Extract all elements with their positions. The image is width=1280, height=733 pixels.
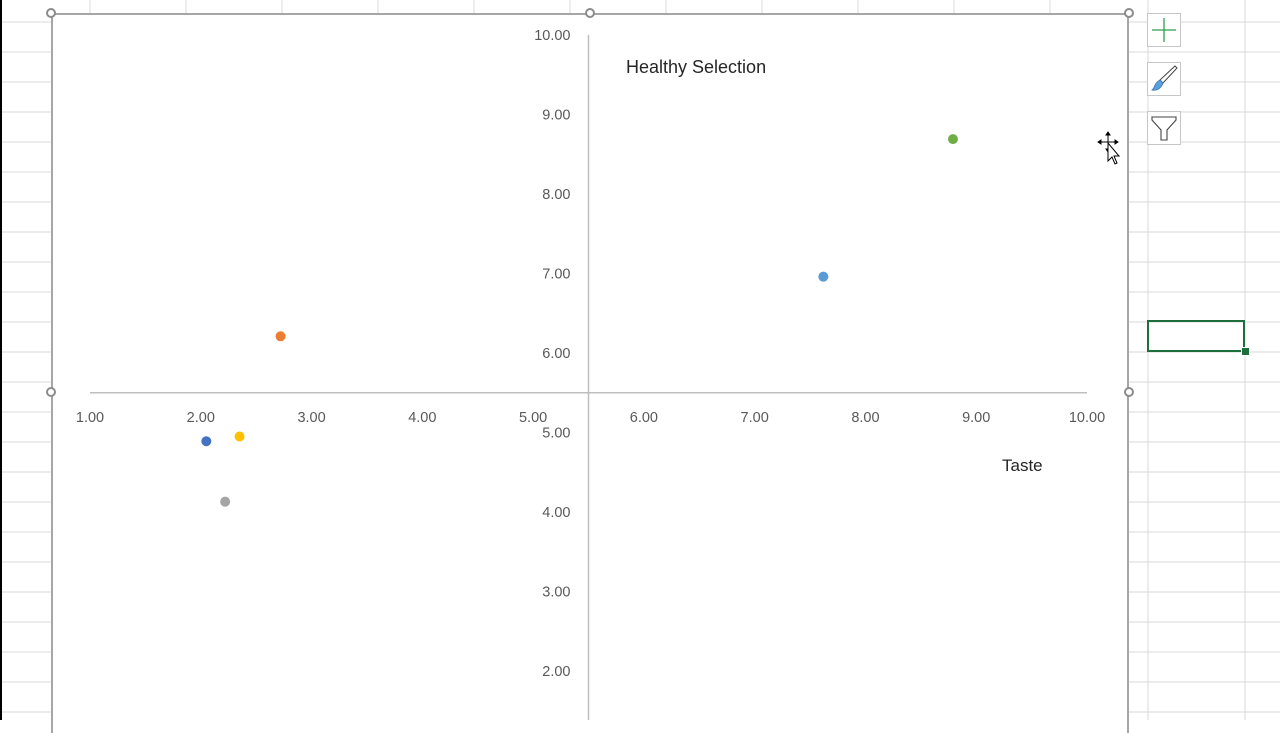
tick-labels: 1.00 2.00 3.00 4.00 5.00 6.00 7.00 8.00 9.00 10.0… (76, 28, 1105, 680)
x-tick-label: 5.00 (519, 410, 547, 426)
chart-elements-button[interactable] (1147, 13, 1181, 47)
selected-cell[interactable] (1147, 320, 1245, 352)
y-tick-label: 7.00 (542, 267, 570, 283)
paintbrush-icon (1151, 65, 1178, 91)
x-tick-label: 9.00 (962, 410, 990, 426)
y-tick-label: 2.00 (542, 664, 570, 680)
window-edge (0, 0, 2, 720)
data-point[interactable] (220, 496, 231, 507)
resize-handle-top-right[interactable] (1124, 8, 1134, 18)
x-tick-label: 8.00 (851, 410, 879, 426)
data-point[interactable] (947, 134, 958, 145)
resize-handle-left[interactable] (46, 387, 56, 397)
data-points[interactable] (201, 134, 958, 507)
y-tick-label: 5.00 (542, 426, 570, 442)
resize-handle-top-left[interactable] (46, 8, 56, 18)
x-tick-label: 10.00 (1069, 410, 1105, 426)
axes (90, 35, 1087, 720)
x-tick-label: 4.00 (408, 410, 436, 426)
y-tick-label: 3.00 (542, 585, 570, 601)
data-point[interactable] (234, 431, 245, 442)
plus-icon (1152, 18, 1176, 42)
x-axis-title[interactable]: Taste (1002, 456, 1043, 475)
y-tick-label: 4.00 (542, 505, 570, 521)
resize-handle-right[interactable] (1124, 387, 1134, 397)
chart-filters-button[interactable] (1147, 111, 1181, 145)
chart-area[interactable] (51, 13, 1129, 733)
x-tick-label: 6.00 (630, 410, 658, 426)
data-point[interactable] (275, 331, 286, 342)
funnel-icon (1151, 116, 1177, 141)
y-tick-label: 6.00 (542, 346, 570, 362)
move-cursor-icon (1097, 131, 1121, 165)
x-tick-label: 3.00 (297, 410, 325, 426)
chart-title[interactable]: Healthy Selection (626, 57, 766, 77)
x-tick-label: 7.00 (741, 410, 769, 426)
y-tick-label: 8.00 (542, 187, 570, 203)
y-tick-label: 9.00 (542, 108, 570, 124)
data-point[interactable] (201, 436, 212, 447)
x-tick-label: 1.00 (76, 410, 104, 426)
x-tick-label: 2.00 (187, 410, 215, 426)
chart-styles-button[interactable] (1147, 62, 1181, 96)
y-tick-label: 10.00 (534, 28, 570, 44)
resize-handle-top[interactable] (585, 8, 595, 18)
fill-handle[interactable] (1241, 347, 1250, 356)
data-point[interactable] (818, 271, 829, 282)
